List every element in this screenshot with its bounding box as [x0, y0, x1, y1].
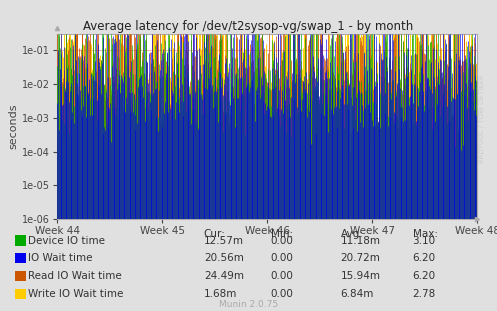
Text: Avg:: Avg: [340, 229, 363, 239]
Text: 20.56m: 20.56m [204, 253, 244, 263]
Text: 11.18m: 11.18m [340, 236, 380, 246]
Text: 15.94m: 15.94m [340, 271, 380, 281]
Text: 0.00: 0.00 [271, 253, 294, 263]
Y-axis label: seconds: seconds [8, 104, 18, 150]
Text: Average latency for /dev/t2sysop-vg/swap_1 - by month: Average latency for /dev/t2sysop-vg/swap… [83, 20, 414, 33]
Text: IO Wait time: IO Wait time [28, 253, 93, 263]
Text: Write IO Wait time: Write IO Wait time [28, 289, 124, 299]
Text: 0.00: 0.00 [271, 236, 294, 246]
Text: Cur:: Cur: [204, 229, 226, 239]
Text: 24.49m: 24.49m [204, 271, 244, 281]
Text: 1.68m: 1.68m [204, 289, 237, 299]
Text: 0.00: 0.00 [271, 289, 294, 299]
Text: 6.84m: 6.84m [340, 289, 374, 299]
Text: 0.00: 0.00 [271, 271, 294, 281]
Text: Munin 2.0.75: Munin 2.0.75 [219, 300, 278, 309]
Text: 6.20: 6.20 [413, 253, 436, 263]
Text: Min:: Min: [271, 229, 293, 239]
Text: 12.57m: 12.57m [204, 236, 244, 246]
Text: 6.20: 6.20 [413, 271, 436, 281]
Text: Read IO Wait time: Read IO Wait time [28, 271, 122, 281]
Text: RRDTOOL / TOBI OETIKER: RRDTOOL / TOBI OETIKER [479, 74, 485, 163]
Text: 3.10: 3.10 [413, 236, 436, 246]
Text: Max:: Max: [413, 229, 437, 239]
Text: 20.72m: 20.72m [340, 253, 380, 263]
Text: Device IO time: Device IO time [28, 236, 105, 246]
Text: 2.78: 2.78 [413, 289, 436, 299]
